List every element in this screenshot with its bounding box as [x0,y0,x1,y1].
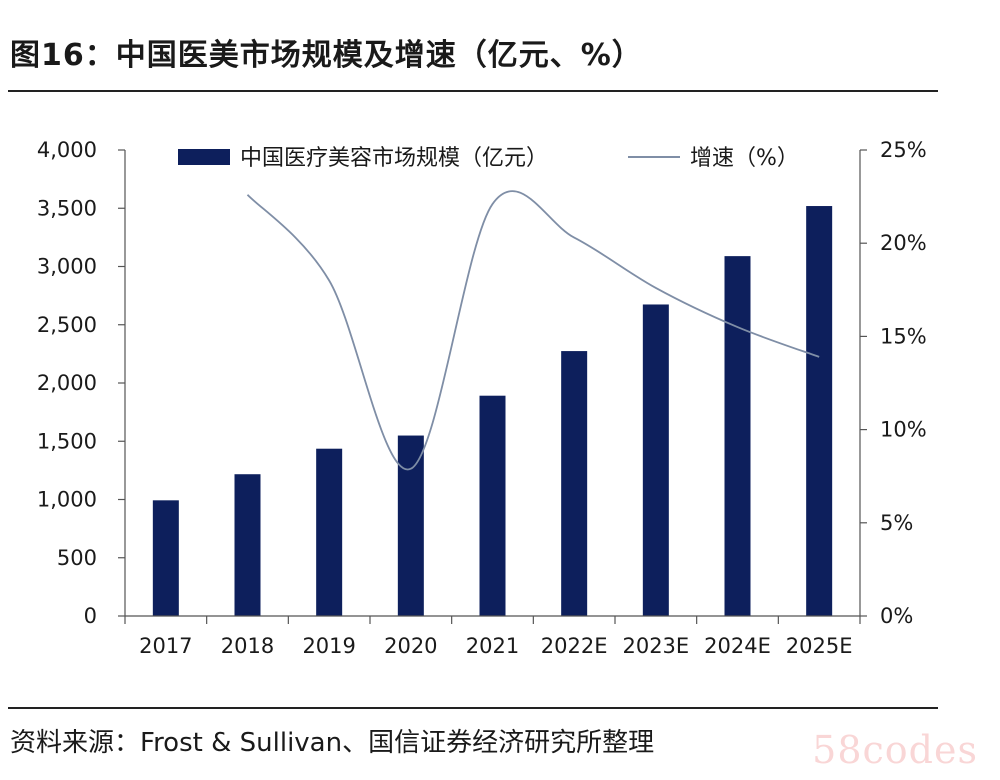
x-tick-label: 2018 [221,634,274,658]
growth-point-2021 [492,203,494,205]
right-axis: 0% 5% 10% 15% 20% 25% [859,138,927,628]
left-tick-label: 500 [57,546,97,570]
bar-2023E [642,304,669,616]
x-tick-label: 2023E [622,634,689,658]
bottom-rule [8,707,938,709]
legend-bar-label: 中国医疗美容市场规模（亿元） [240,146,548,171]
growth-point-2023E [655,287,657,289]
right-tick-label: 5% [880,511,913,535]
legend: 中国医疗美容市场规模（亿元） 增速（%） [178,146,799,171]
bar-2022E [561,351,588,616]
growth-point-2025E [818,356,820,358]
left-tick-label: 0 [84,604,97,628]
bar-2021 [479,395,506,616]
legend-bar-swatch [178,149,230,165]
right-tick-label: 0% [880,604,913,628]
growth-line-series [246,190,820,471]
bar-2025E [806,206,833,616]
source-note: 资料来源：Frost & Sullivan、国信证券经济研究所整理 [10,728,655,758]
x-tick-label: 2017 [139,634,192,658]
left-tick-label: 3,500 [37,196,97,220]
bar-2017 [152,500,179,616]
figure-title: 图16：中国医美市场规模及增速（亿元、%） [10,38,643,73]
left-tick-label: 4,000 [37,138,97,162]
bar-2020 [397,435,424,616]
watermark: 58codes [812,728,978,772]
bar-2018 [234,474,261,616]
chart: 05001,0001,5002,0002,5003,0003,5004,000 … [37,138,927,658]
right-tick-label: 15% [880,324,927,348]
bar-series [152,206,833,616]
right-tick-label: 10% [880,418,927,442]
growth-line [246,190,820,471]
growth-point-2020 [410,468,412,470]
x-tick-label: 2022E [541,634,608,658]
growth-point-2024E [737,326,739,328]
left-axis: 0 500 1,000 1,500 2,000 2,500 3,000 3,500 4,000 [37,138,126,628]
growth-point-2022E [573,237,575,239]
x-tick-label: 2021 [466,634,519,658]
x-axis: 2017 2018 2019 2020 2021 2022E 2023E 2024E 2025E [124,615,861,658]
right-tick-label: 25% [880,138,927,162]
left-tick-label: 1,500 [37,429,97,453]
right-tick-label: 20% [880,231,927,255]
bar-2024E [724,256,751,616]
left-tick-label: 2,500 [37,313,97,337]
growth-point-2019 [328,279,330,281]
left-tick-label: 2,000 [37,371,97,395]
left-tick-label: 1,000 [37,488,97,512]
left-tick-label: 3,000 [37,255,97,279]
bar-2019 [316,448,343,616]
x-tick-label: 2024E [704,634,771,658]
growth-point-2018 [247,194,249,196]
x-tick-label: 2019 [302,634,355,658]
legend-line-label: 增速（%） [690,146,799,171]
x-tick-label: 2025E [786,634,853,658]
top-rule [8,90,938,92]
x-tick-label: 2020 [384,634,437,658]
